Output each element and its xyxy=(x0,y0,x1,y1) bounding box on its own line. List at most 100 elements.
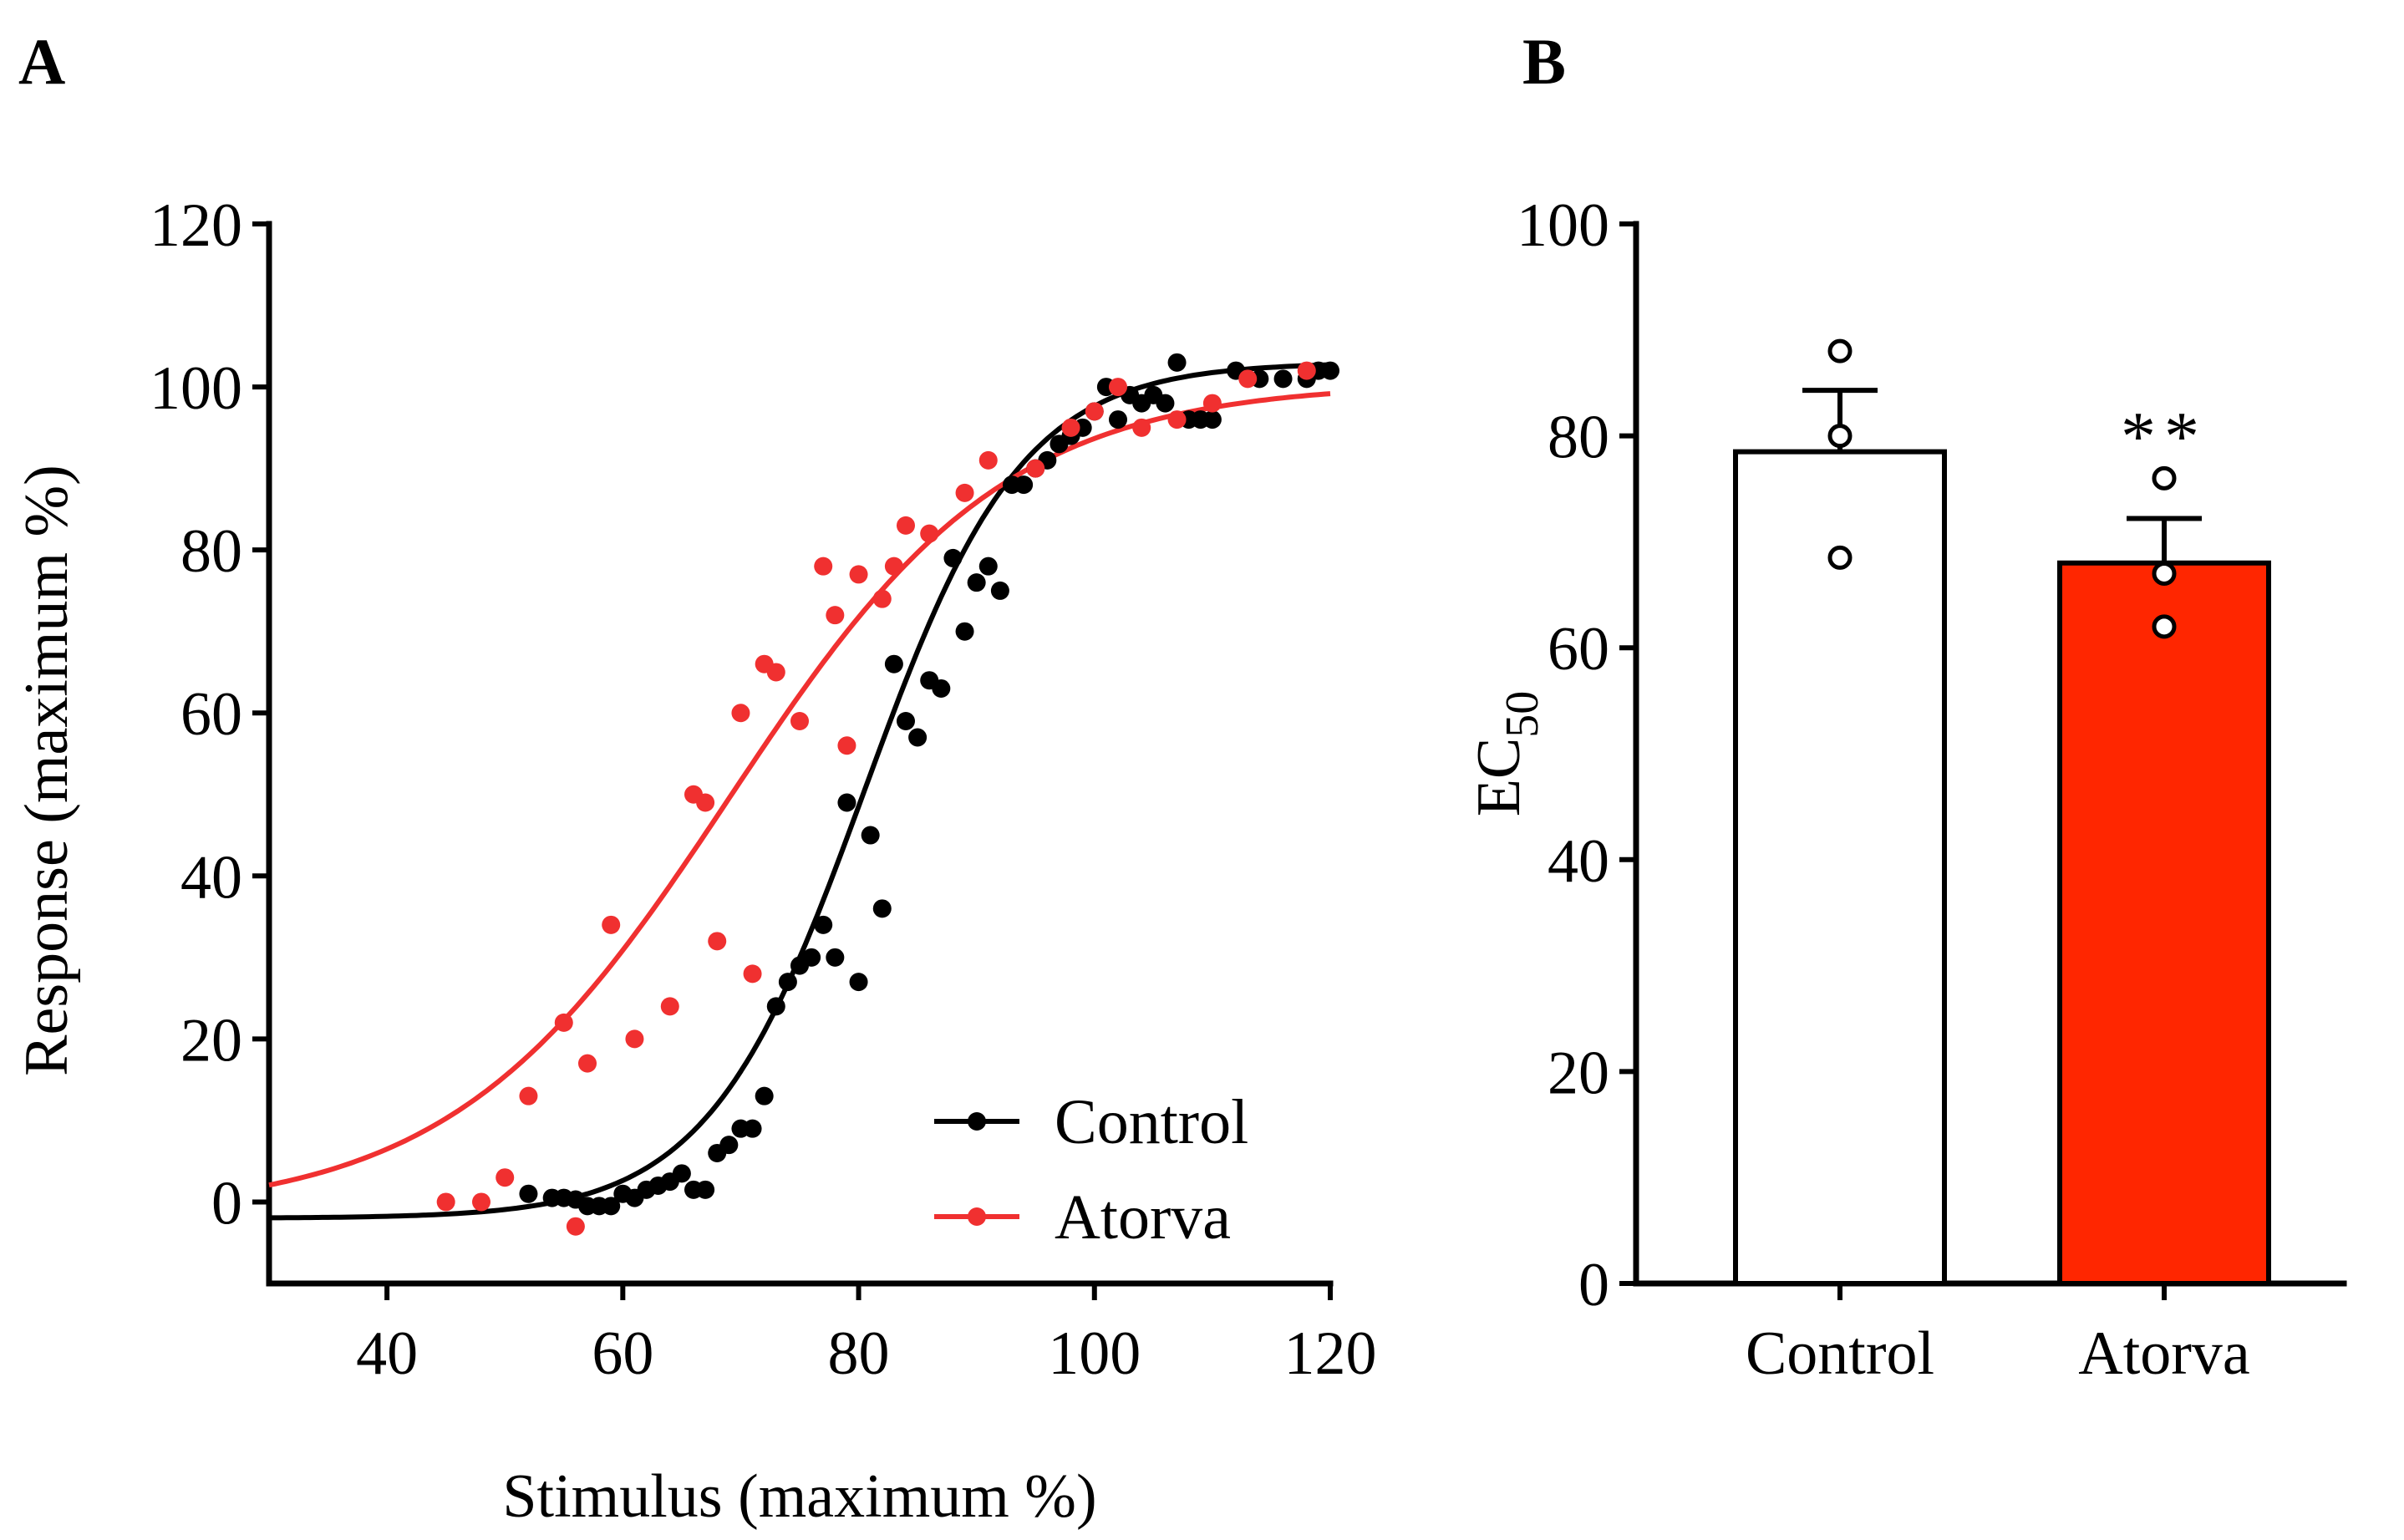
y-tick-label: 40 xyxy=(1548,827,1609,896)
panel-b-label: B xyxy=(1522,25,1566,98)
data-point-control xyxy=(884,654,903,673)
data-point-control xyxy=(908,728,928,747)
data-point-control xyxy=(967,573,986,592)
data-point-atorva xyxy=(1238,369,1258,389)
data-point-atorva xyxy=(849,565,868,584)
data-point-control xyxy=(1167,353,1187,372)
data-point-atorva xyxy=(837,736,856,755)
data-point-control xyxy=(1273,369,1293,389)
data-point-atorva xyxy=(1026,459,1045,478)
data-point-atorva xyxy=(554,1013,573,1032)
data-point-atorva xyxy=(696,793,715,812)
data-point-atorva xyxy=(1061,418,1080,437)
data-point-control xyxy=(872,899,892,918)
y-tick-label: 80 xyxy=(180,517,242,586)
data-point-atorva xyxy=(708,932,727,951)
ec50-bar-chart: 0 20 40 60 80 100 EC50 Control Atorva ** xyxy=(1465,191,2347,1388)
individual-point-atorva xyxy=(2152,561,2177,586)
data-point-atorva xyxy=(625,1029,644,1049)
x-tick-label: 40 xyxy=(356,1319,418,1388)
data-point-control xyxy=(814,915,833,934)
bar-control xyxy=(1733,449,1947,1286)
data-point-atorva xyxy=(436,1192,455,1212)
legend-label-atorva: Atorva xyxy=(1055,1182,1231,1253)
data-point-atorva xyxy=(1109,378,1127,397)
y-tick-label: 20 xyxy=(1548,1039,1609,1107)
y-tick-label: 0 xyxy=(1578,1251,1609,1319)
data-point-control xyxy=(755,1086,774,1105)
panel-a-label: A xyxy=(18,25,65,98)
data-point-control xyxy=(837,793,856,812)
individual-point-atorva xyxy=(2152,614,2177,639)
data-point-atorva xyxy=(1085,402,1104,421)
data-point-control xyxy=(978,557,998,576)
y-tick-label: 40 xyxy=(180,843,242,912)
individual-point-atorva xyxy=(2152,465,2177,490)
data-point-atorva xyxy=(1297,361,1316,380)
data-point-control xyxy=(1109,410,1127,429)
data-point-atorva xyxy=(978,450,998,470)
significance-marker: ** xyxy=(2121,398,2208,475)
data-point-control xyxy=(932,679,951,698)
y-tick-label: 0 xyxy=(211,1169,242,1238)
data-point-atorva xyxy=(790,711,809,730)
data-point-atorva xyxy=(897,516,915,535)
dose-response-chart: 0 20 40 60 80 100 120 40 60 80 100 120 Stimulus (max… xyxy=(13,191,1377,1531)
individual-point-control xyxy=(1827,338,1853,363)
data-point-atorva xyxy=(743,964,762,983)
x-tick-label: 100 xyxy=(1048,1319,1141,1388)
data-point-atorva xyxy=(496,1168,515,1187)
data-point-control xyxy=(826,948,845,967)
data-point-atorva xyxy=(519,1086,538,1105)
individual-point-control xyxy=(1827,545,1853,570)
y-tick-label: 100 xyxy=(150,354,242,423)
data-point-atorva xyxy=(566,1217,585,1236)
x-tick-label: 120 xyxy=(1284,1319,1377,1388)
y-tick-label: 60 xyxy=(180,680,242,749)
x-tick-label-atorva: Atorva xyxy=(2078,1319,2250,1388)
data-point-atorva xyxy=(1132,418,1151,437)
x-tick-label-control: Control xyxy=(1746,1319,1934,1388)
individual-point-control xyxy=(1827,424,1853,449)
data-point-atorva xyxy=(766,663,785,682)
legend-label-control: Control xyxy=(1055,1087,1248,1157)
data-point-control xyxy=(766,997,785,1016)
data-point-control xyxy=(1321,361,1339,380)
data-point-control xyxy=(897,711,915,730)
y-axis-title-subscript: 50 xyxy=(1497,691,1548,738)
data-point-control xyxy=(672,1164,691,1183)
data-point-atorva xyxy=(602,915,621,934)
data-point-control xyxy=(943,548,963,567)
x-tick-label: 60 xyxy=(592,1319,653,1388)
data-point-control xyxy=(861,826,880,845)
data-point-control xyxy=(743,1119,762,1138)
y-axis-title: EC50 xyxy=(1465,691,1548,817)
data-point-control xyxy=(1202,410,1222,429)
data-point-control xyxy=(696,1180,715,1199)
fit-curve-atorva xyxy=(268,391,1331,1188)
data-point-control xyxy=(849,973,868,992)
legend-marker-control xyxy=(968,1112,986,1131)
data-point-control xyxy=(1014,475,1034,495)
data-point-atorva xyxy=(920,524,939,543)
data-point-atorva xyxy=(731,704,750,723)
bar-atorva xyxy=(2057,560,2271,1286)
y-axis-title: Response (maximum %) xyxy=(13,465,81,1076)
data-point-atorva xyxy=(1167,410,1187,429)
data-point-control xyxy=(519,1184,538,1203)
y-axis-title-main: EC xyxy=(1465,738,1533,817)
data-point-atorva xyxy=(826,606,845,625)
data-point-control xyxy=(990,581,1009,600)
x-tick-label: 80 xyxy=(828,1319,890,1388)
data-point-atorva xyxy=(578,1054,597,1073)
data-point-atorva xyxy=(472,1192,490,1212)
y-tick-label: 20 xyxy=(180,1006,242,1075)
data-point-atorva xyxy=(872,589,892,608)
data-point-atorva xyxy=(955,483,974,502)
data-point-control xyxy=(602,1197,621,1216)
data-point-control xyxy=(955,622,974,641)
data-point-control xyxy=(1156,394,1175,413)
y-tick-label: 80 xyxy=(1548,404,1609,472)
x-axis-title: Stimulus (maximum %) xyxy=(502,1462,1096,1531)
